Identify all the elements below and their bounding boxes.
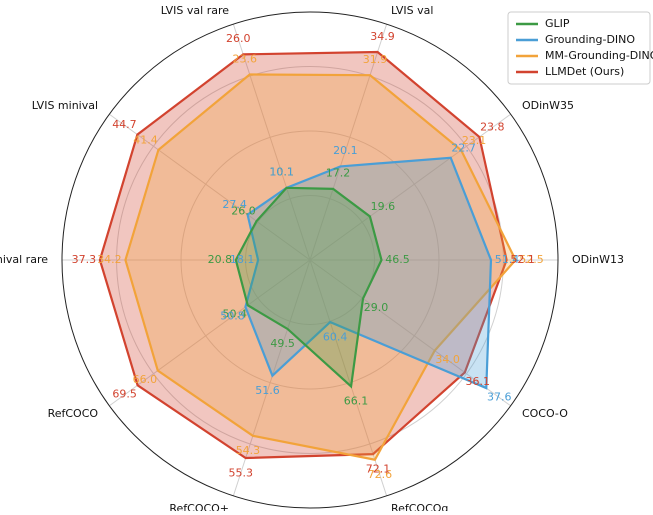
axis-label: RefCOCO bbox=[48, 407, 99, 420]
data-label: 18.1 bbox=[230, 253, 255, 266]
axis-label: LVIS val rare bbox=[161, 4, 230, 17]
data-label: 23.6 bbox=[233, 52, 258, 65]
data-label: 51.6 bbox=[255, 384, 280, 397]
data-label: 66.1 bbox=[344, 395, 369, 408]
data-label: 20.1 bbox=[333, 144, 358, 157]
series-area bbox=[124, 73, 517, 461]
spoke bbox=[109, 259, 311, 407]
data-label: 23.8 bbox=[480, 121, 505, 134]
data-label: 37.3 bbox=[72, 253, 97, 266]
data-label: 51.4 bbox=[495, 253, 520, 266]
data-label: 34.9 bbox=[370, 30, 395, 43]
series-area bbox=[234, 186, 383, 389]
spoke bbox=[309, 259, 511, 407]
data-label: 20.8 bbox=[208, 253, 233, 266]
spoke bbox=[309, 23, 388, 261]
data-label: 54.3 bbox=[236, 444, 261, 457]
axis-label: LVIS val bbox=[391, 4, 433, 17]
data-label: 41.4 bbox=[133, 133, 158, 146]
axis-label: RefCOCOg bbox=[391, 502, 448, 511]
data-label: 60.4 bbox=[323, 330, 348, 343]
axis-label: LVIS minival bbox=[32, 99, 98, 112]
legend-label: LLMDet (Ours) bbox=[545, 65, 624, 78]
axis-label: ODinW13 bbox=[572, 253, 624, 266]
data-label: 66.0 bbox=[133, 373, 158, 386]
data-label: 37.6 bbox=[487, 390, 512, 403]
data-label: 10.1 bbox=[269, 166, 294, 179]
legend-label: Grounding-DINO bbox=[545, 33, 635, 46]
data-label: 34.2 bbox=[97, 253, 122, 266]
legend-box bbox=[507, 11, 651, 85]
data-label: 10.1 bbox=[269, 166, 294, 179]
data-label: 17.2 bbox=[326, 167, 351, 180]
data-label: 26.0 bbox=[231, 205, 256, 218]
legend-label: GLIP bbox=[545, 17, 570, 30]
data-label: 36.1 bbox=[465, 375, 490, 388]
axis-label: COCO-O bbox=[522, 407, 568, 420]
data-label: 26.0 bbox=[226, 32, 251, 45]
spoke bbox=[232, 259, 311, 497]
data-label: 52.1 bbox=[510, 253, 535, 266]
data-label: 22.7 bbox=[451, 141, 476, 154]
data-label: 29.0 bbox=[364, 301, 389, 314]
data-label: 69.5 bbox=[112, 388, 137, 401]
data-label: 50.4 bbox=[223, 308, 248, 321]
series-area bbox=[244, 156, 493, 390]
axis-label: LVIS minival rare bbox=[0, 253, 48, 266]
legend-label: MM-Grounding-DINO bbox=[545, 49, 653, 62]
data-label: 31.9 bbox=[363, 53, 388, 66]
spoke bbox=[309, 113, 511, 261]
legend: GLIP Grounding-DINO MM-Grounding-DINO LLMDe… bbox=[507, 11, 653, 85]
data-label: 19.6 bbox=[371, 200, 396, 213]
data-label: 52.5 bbox=[519, 253, 544, 266]
spoke bbox=[109, 113, 311, 261]
data-label: 34.0 bbox=[435, 353, 460, 366]
data-label: 50.8 bbox=[220, 309, 245, 322]
axis-label: RefCOCO+ bbox=[169, 502, 229, 511]
data-label: 46.5 bbox=[385, 253, 410, 266]
outer-ring bbox=[61, 11, 559, 509]
data-label: 72.6 bbox=[368, 468, 393, 481]
data-label: 44.7 bbox=[112, 118, 137, 131]
spoke bbox=[232, 23, 311, 261]
data-label: 27.4 bbox=[222, 198, 247, 211]
data-label: 49.5 bbox=[270, 337, 295, 350]
data-label: 72.1 bbox=[366, 462, 391, 475]
data-label: 55.3 bbox=[228, 466, 253, 479]
axis-label: ODinW35 bbox=[522, 99, 574, 112]
spoke bbox=[309, 259, 388, 497]
series-area bbox=[98, 50, 508, 460]
data-label: 23.1 bbox=[462, 134, 487, 147]
